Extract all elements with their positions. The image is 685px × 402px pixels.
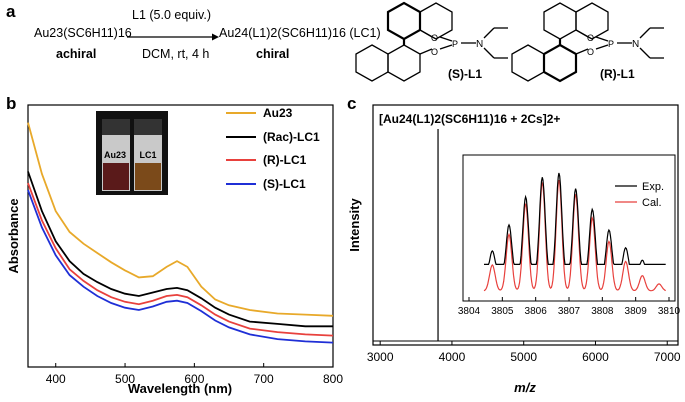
uv-x-tick-label: 800 xyxy=(323,372,343,386)
ms-x-tick-label: 5000 xyxy=(510,350,537,364)
uv-series-rac xyxy=(27,171,333,328)
uv-x-axis-label: Wavelength (nm) xyxy=(128,381,232,396)
ms-inset-tick-label: 3808 xyxy=(591,306,614,317)
conditions-label: DCM, rt, 4 h xyxy=(142,47,210,61)
reaction-arrow xyxy=(127,33,219,41)
ligand-r-atom-n: N xyxy=(632,39,639,50)
product-formula: Au24(L1)2(SC6H11)16 (LC1) xyxy=(219,26,381,40)
ligand-s-structure xyxy=(355,1,508,82)
ms-peak-annotation: [Au24(L1)2(SC6H11)16 + 2Cs]2+ xyxy=(379,112,560,126)
ms-y-axis-label: Intensity xyxy=(347,198,362,252)
uv-x-tick-label: 400 xyxy=(46,372,66,386)
ms-x-tick-label: 4000 xyxy=(439,350,466,364)
inset-legend-label-exp: Exp. xyxy=(642,181,664,193)
ms-inset-series xyxy=(483,172,666,292)
reactant-formula-text: Au23(SC6H11)16 xyxy=(34,26,132,40)
vials-photo xyxy=(96,111,168,195)
ligand-r-label: (R)-L1 xyxy=(600,67,635,81)
panel-label-a: a xyxy=(6,2,16,21)
uv-x-tick-label: 700 xyxy=(254,372,274,386)
ms-inset-frame xyxy=(462,154,676,302)
ms-inset-x-axis: 3804 3805 3806 3807 3808 3809 3810 xyxy=(458,297,681,317)
ms-inset-tick-label: 3810 xyxy=(658,306,681,317)
legend-label-r: (R)-LC1 xyxy=(263,153,307,167)
ms-inset-tick-label: 3804 xyxy=(458,306,481,317)
uv-x-axis: 400 500 600 700 800 xyxy=(46,363,343,386)
uv-plot-frame xyxy=(27,104,334,368)
mass-spectrum-chart: 3000 4000 5000 6000 7000 m/z Intensity [Au24… xyxy=(347,104,681,395)
reagent-label: L1 (5.0 equiv.) xyxy=(132,8,211,22)
uv-legend: Au23 (Rac)-LC1 (R)-LC1 (S)-LC1 xyxy=(226,106,320,191)
legend-label-au23: Au23 xyxy=(263,106,293,120)
ligand-s-atom-n: N xyxy=(476,39,483,50)
ligand-s-label: (S)-L1 xyxy=(448,67,482,81)
ms-x-tick-label: 7000 xyxy=(654,350,681,364)
ms-plot-frame xyxy=(372,104,679,346)
ligand-s-atom-o2: O xyxy=(431,47,438,57)
uv-x-tick-label: 600 xyxy=(184,372,204,386)
ms-main-series xyxy=(373,129,678,342)
ligand-r-structure xyxy=(511,2,664,83)
ligand-r-atom-o2: O xyxy=(587,47,594,57)
inset-legend-label-cal: Cal. xyxy=(642,197,662,209)
reactant-formula: Au23(SC6H11)16 xyxy=(34,26,132,40)
legend-label-s: (S)-LC1 xyxy=(263,177,306,191)
panel-label-c: c xyxy=(347,94,357,113)
uv-x-tick-label: 500 xyxy=(115,372,135,386)
uv-y-axis-label: Absorbance xyxy=(6,198,21,273)
uv-series-au23 xyxy=(27,122,334,317)
ligand-s-atom-p: P xyxy=(452,39,458,49)
ligand-r-atom-o1: O xyxy=(587,33,594,43)
uv-series-group xyxy=(27,122,334,344)
ms-inset-tick-label: 3806 xyxy=(525,306,548,317)
legend-label-rac: (Rac)-LC1 xyxy=(263,130,320,144)
ms-x-axis-label: m/z xyxy=(514,380,536,395)
ms-inset-tick-label: 3805 xyxy=(491,306,514,317)
uv-series-s xyxy=(27,189,334,344)
ms-inset-tick-label: 3809 xyxy=(625,306,648,317)
ms-inset-legend: Exp. Cal. xyxy=(615,181,664,209)
panel-label-b: b xyxy=(6,94,17,113)
ligand-s-atom-o1: O xyxy=(431,33,438,43)
ligand-r-atom-p: P xyxy=(608,39,614,49)
vial-label-lc1: LC1 xyxy=(139,150,156,160)
ms-inset-series-exp xyxy=(484,172,666,265)
uv-vis-chart: 400 500 600 700 800 Wavelength (nm) Absorban… xyxy=(6,104,343,396)
ms-inset-tick-label: 3807 xyxy=(558,306,581,317)
ms-x-tick-label: 6000 xyxy=(582,350,609,364)
product-label: chiral xyxy=(256,47,290,61)
uv-series-r xyxy=(27,182,334,337)
ms-x-tick-label: 3000 xyxy=(367,350,394,364)
ms-x-axis: 3000 4000 5000 6000 7000 xyxy=(367,341,681,364)
vial-label-au23: Au23 xyxy=(104,150,126,160)
reactant-label: achiral xyxy=(56,47,97,61)
